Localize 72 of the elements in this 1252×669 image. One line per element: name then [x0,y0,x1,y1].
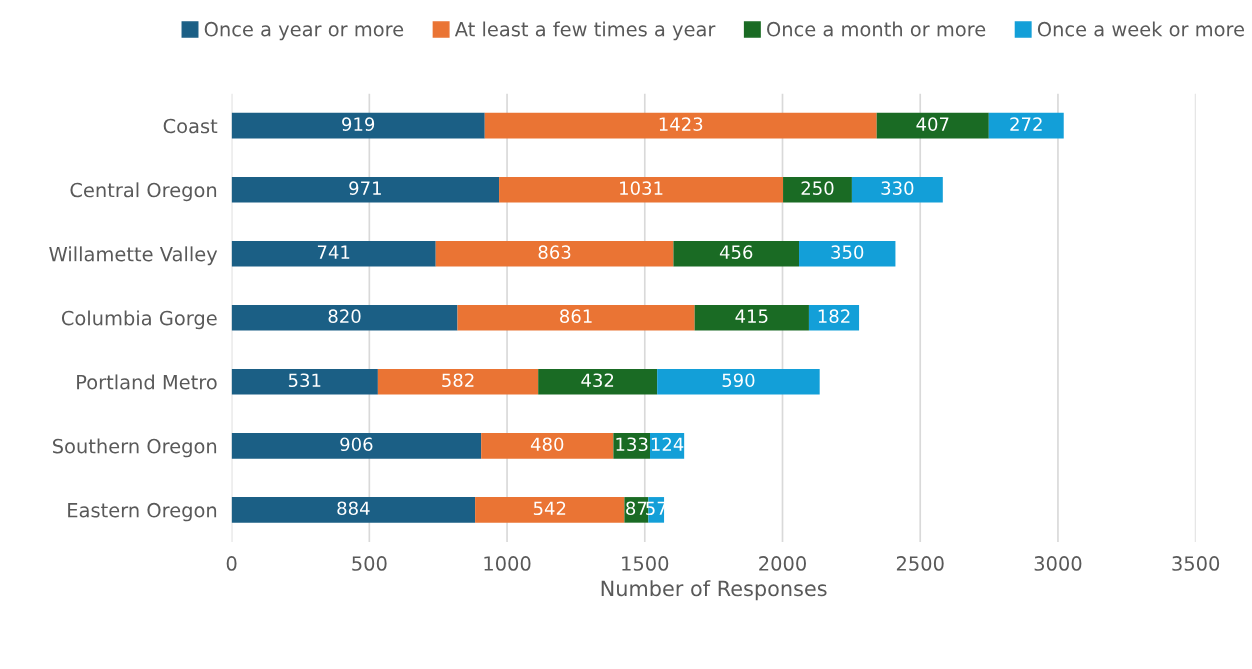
bar [851,176,943,203]
data-label: 272 [1010,117,1042,131]
data-label: 456 [719,245,753,259]
bar [231,433,482,459]
bar [231,112,485,139]
bar [231,240,436,267]
bar [799,240,896,267]
data-label: 415 [735,309,768,324]
y-tick-label: Portland Metro [77,374,217,390]
bar [435,240,674,267]
data-label: 87 [626,501,647,516]
bar [231,497,476,523]
data-label: 250 [801,181,834,195]
y-tick-label: Eastern Oregon [68,502,217,522]
data-label: 432 [581,373,614,388]
bar [377,369,539,395]
y-tick-label: Willamette Valley [49,246,218,266]
x-tick-label: 3500 [1172,556,1220,571]
data-label: 330 [881,181,914,195]
data-label: 480 [530,437,564,452]
data-label: 407 [916,117,949,131]
y-tick-label: Central Oregon [70,182,217,202]
bar [694,304,809,331]
bar [808,304,860,331]
data-label: 820 [328,309,361,324]
bar [988,112,1064,139]
data-label: 884 [337,501,370,516]
legend-label: Once a year or more [204,21,404,41]
data-label: 531 [288,373,321,388]
data-label: 971 [349,181,381,195]
x-axis-title: Number of Responses [601,580,827,601]
data-label: 1031 [620,181,663,195]
bar [457,304,695,331]
data-label: 590 [722,373,755,388]
bar [876,112,989,139]
legend-label: Once a week or more [1037,21,1245,37]
x-tick-label: 500 [352,556,387,571]
x-tick-label: 2000 [759,556,806,571]
data-label: 741 [317,245,350,259]
bar [231,176,500,203]
bar [475,497,625,523]
legend-label: Once a month or more [767,21,986,37]
bar [783,176,852,203]
y-tick-label: Columbia Gorge [61,310,217,330]
data-label: 542 [533,501,566,516]
bar [673,240,800,267]
x-tick-label: 1500 [622,556,669,571]
data-label: 1423 [659,117,703,131]
bar [657,369,820,395]
data-label: 861 [560,309,592,324]
data-label: 582 [442,373,474,388]
bar [484,112,877,139]
x-tick-label: 1000 [484,556,531,571]
data-label: 919 [342,117,375,131]
data-label: 182 [818,309,850,324]
y-tick-label: Southern Oregon [52,438,217,458]
bar [231,369,378,395]
bar [499,176,784,203]
y-tick-label: Coast [163,118,218,134]
data-label: 124 [651,437,684,451]
legend-label: At least a few times a year [454,21,716,41]
x-tick-label: 0 [226,556,237,571]
bar [538,369,658,395]
data-label: 133 [616,437,648,452]
data-label: 350 [831,245,864,259]
x-tick-label: 2500 [896,556,944,571]
bar [481,433,614,459]
x-tick-label: 3000 [1034,556,1082,571]
data-label: 906 [340,437,373,452]
bar [231,304,458,331]
bar [613,433,651,459]
data-label: 863 [538,245,571,259]
